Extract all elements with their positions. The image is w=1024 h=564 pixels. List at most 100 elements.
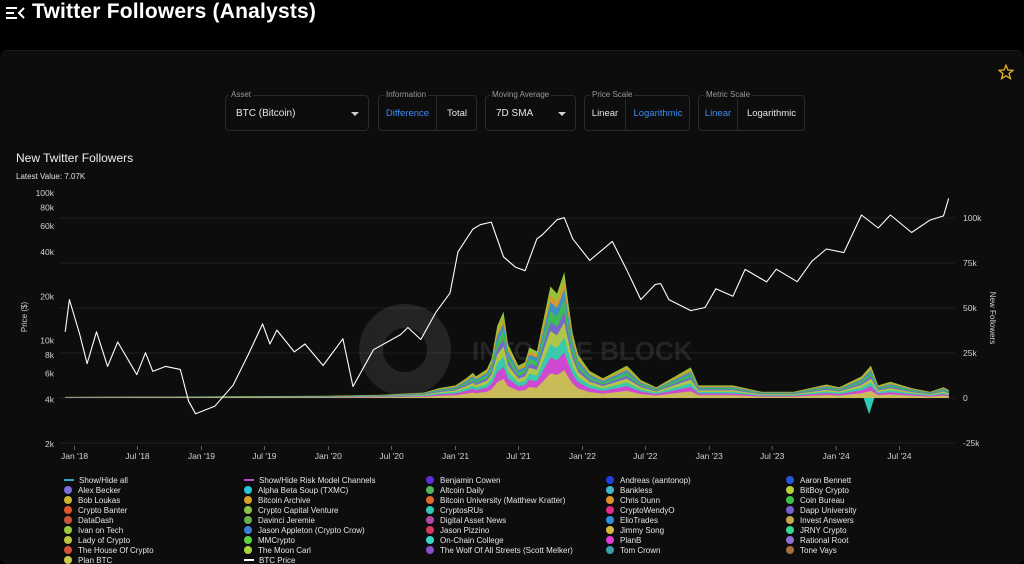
legend-label: Bankless	[620, 485, 653, 495]
legend-item[interactable]: DataDash	[64, 515, 114, 525]
legend-item[interactable]: Davinci Jeremie	[244, 515, 315, 525]
legend-item[interactable]: Crypto Capital Venture	[244, 505, 339, 515]
legend-item[interactable]: Ivan on Tech	[64, 525, 123, 535]
legend-item[interactable]: Tom Crown	[606, 545, 660, 555]
legend-item[interactable]: JRNY Crypto	[786, 525, 847, 535]
legend-item[interactable]: BitBoy Crypto	[786, 485, 849, 495]
metric-scale-toggle: Linear Logarithmic	[698, 95, 805, 131]
legend-label: Tone Vays	[800, 545, 837, 555]
legend-label: Andreas (aantonop)	[620, 475, 691, 485]
legend-item[interactable]: Coin Bureau	[786, 495, 844, 505]
right-axis-tick: 25k	[963, 348, 977, 358]
legend-item[interactable]: The House Of Crypto	[64, 545, 154, 555]
left-axis-tick: 60k	[40, 221, 54, 231]
legend-item[interactable]: Chris Dunn	[606, 495, 660, 505]
legend-label: ElioTrades	[620, 515, 658, 525]
information-difference-option[interactable]: Difference	[385, 107, 430, 119]
chart-grid	[60, 217, 955, 444]
legend-label: MMCrypto	[258, 535, 295, 545]
legend-item[interactable]: Invest Answers	[786, 515, 854, 525]
legend-item[interactable]: Jason Appleton (Crypto Crow)	[244, 525, 365, 535]
moving-average-select[interactable]: 7D SMA	[485, 95, 576, 131]
legend-item[interactable]: Rational Root	[786, 535, 848, 545]
legend-item[interactable]: Show/Hide Risk Model Channels	[244, 475, 376, 485]
legend-item[interactable]: Bankless	[606, 485, 652, 495]
x-axis-tick: Jul '21	[506, 451, 531, 461]
legend-item[interactable]: Jimmy Song	[606, 525, 664, 535]
price-scale-label: Price Scale	[590, 90, 635, 99]
left-axis-tick: 40k	[40, 247, 54, 257]
legend-item[interactable]: Andreas (aantonop)	[606, 475, 691, 485]
legend-swatch	[786, 546, 794, 554]
legend-label: Jimmy Song	[620, 525, 665, 535]
price-scale-logarithmic-option[interactable]: Logarithmic	[633, 107, 683, 119]
legend-item[interactable]: MMCrypto	[244, 535, 295, 545]
legend-item[interactable]: Crypto Banter	[64, 505, 127, 515]
followers-price-chart[interactable]: INTO THE BLOCK 2k4k6k8k10k20k40k60k80k10…	[0, 180, 1024, 470]
legend-item[interactable]: The Wolf Of All Streets (Scott Melker)	[426, 545, 573, 555]
chevron-down-icon	[558, 112, 566, 116]
legend-item[interactable]: Aaron Bennett	[786, 475, 851, 485]
legend-swatch	[244, 559, 254, 561]
legend-swatch	[64, 516, 72, 524]
legend-item[interactable]: On-Chain College	[426, 535, 504, 545]
price-scale-linear-option[interactable]: Linear	[591, 107, 619, 119]
legend-item[interactable]: Dapp University	[786, 505, 856, 515]
page-title: Twitter Followers (Analysts)	[32, 0, 317, 23]
legend-swatch	[244, 536, 252, 544]
right-axis-ticks: -25k 0 25k 50k 75k 100k	[963, 213, 982, 448]
legend-swatch	[64, 479, 74, 481]
left-axis-tick: 80k	[40, 202, 54, 212]
legend-label: Plan BTC	[78, 555, 113, 564]
legend-label: Crypto Capital Venture	[258, 505, 339, 515]
legend-swatch	[606, 516, 614, 524]
legend-item[interactable]: Altcoin Daily	[426, 485, 484, 495]
legend-item[interactable]: Show/Hide all	[64, 475, 128, 485]
legend-item[interactable]: Plan BTC	[64, 555, 112, 564]
legend-swatch	[426, 486, 434, 494]
x-axis-tick: Jan '20	[315, 451, 342, 461]
legend-item[interactable]: Alpha Beta Soup (TXMC)	[244, 485, 348, 495]
metric-scale-logarithmic-option[interactable]: Logarithmic	[746, 107, 797, 119]
legend-item[interactable]: The Moon Carl	[244, 545, 311, 555]
information-total-option[interactable]: Total	[446, 107, 468, 119]
legend-label: CryptoWendyO	[620, 505, 675, 515]
favorite-star-icon[interactable]	[998, 64, 1014, 80]
chart-card	[0, 50, 1024, 564]
legend-swatch	[64, 556, 72, 564]
legend-item[interactable]: Benjamin Cowen	[426, 475, 500, 485]
x-axis-tick: Jul '20	[379, 451, 404, 461]
asset-select[interactable]: BTC (Bitcoin)	[225, 95, 369, 131]
legend-label: Benjamin Cowen	[440, 475, 501, 485]
legend-swatch	[244, 506, 252, 514]
legend-item[interactable]: BTC Price	[244, 555, 295, 564]
x-axis-tick: Jan '22	[569, 451, 596, 461]
legend-swatch	[244, 546, 252, 554]
btc-price-layer	[64, 198, 950, 415]
legend-item[interactable]: CryptosRUs	[426, 505, 483, 515]
menu-collapse-icon[interactable]	[6, 5, 26, 21]
legend-item[interactable]: CryptoWendyO	[606, 505, 675, 515]
left-axis-tick: 6k	[45, 369, 55, 379]
legend-item[interactable]: PlanB	[606, 535, 641, 545]
legend-item[interactable]: Jason Pizzino	[426, 525, 489, 535]
legend-swatch	[64, 486, 72, 494]
legend-item[interactable]: ElioTrades	[606, 515, 658, 525]
legend-item[interactable]: Alex Becker	[64, 485, 121, 495]
legend-label: Crypto Banter	[78, 505, 128, 515]
x-axis-tick: Jul '24	[887, 451, 912, 461]
right-axis-tick: 50k	[963, 303, 977, 313]
legend-item[interactable]: Tone Vays	[786, 545, 837, 555]
legend-label: CryptosRUs	[440, 505, 484, 515]
legend-item[interactable]: Digital Asset News	[426, 515, 506, 525]
legend-label: DataDash	[78, 515, 114, 525]
metric-scale-linear-option[interactable]: Linear	[704, 107, 732, 119]
follower-area-negative	[863, 398, 875, 415]
legend-item[interactable]: Bitcoin Archive	[244, 495, 310, 505]
x-axis-tick: Jan '23	[696, 451, 723, 461]
legend-item[interactable]: Lady of Crypto	[64, 535, 130, 545]
legend-item[interactable]: Bob Loukas	[64, 495, 120, 505]
legend-item[interactable]: Bitcoin University (Matthew Kratter)	[426, 495, 565, 505]
legend-swatch	[244, 479, 254, 481]
legend-swatch	[426, 546, 434, 554]
